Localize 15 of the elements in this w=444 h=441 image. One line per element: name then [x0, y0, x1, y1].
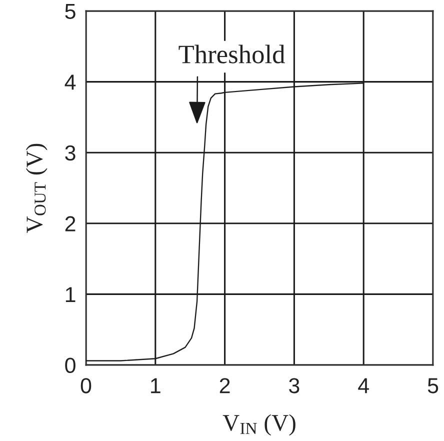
x-tick-label: 0: [80, 378, 92, 394]
y-tick-label: 5: [65, 4, 76, 20]
x-tick-label: 1: [151, 378, 160, 394]
x-tick-label: 4: [358, 378, 369, 394]
x-tick-label: 5: [428, 378, 438, 394]
x-tick-label: 2: [220, 378, 230, 394]
y-tick-label: 2: [65, 216, 76, 232]
y-tick-label: 4: [64, 74, 76, 90]
x-axis-title: V$_{IN}$ (V): [222, 414, 296, 436]
y-tick-label: 3: [65, 145, 76, 161]
y-tick-label: 0: [65, 358, 76, 374]
x-tick-label: 3: [289, 378, 300, 394]
annotation: Threshold: [178, 44, 285, 64]
y-axis-title: V$_{OUT}$ (V): [26, 144, 48, 233]
y-tick-label: 1: [66, 287, 76, 302]
